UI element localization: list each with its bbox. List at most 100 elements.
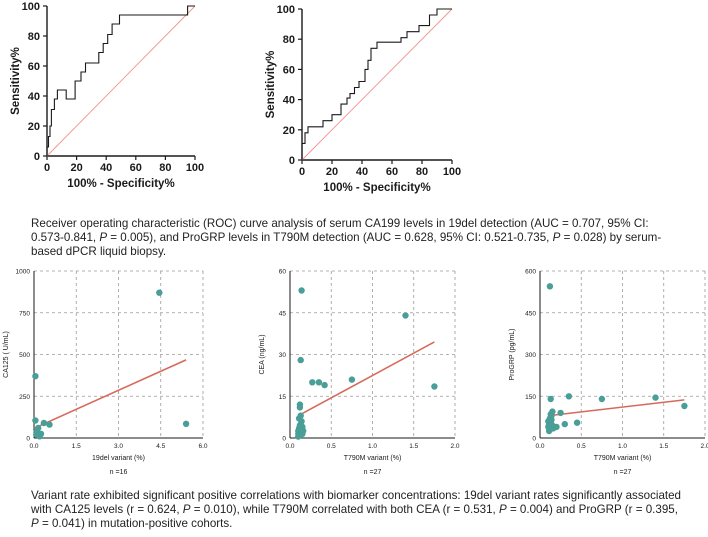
y-axis-label: Sensitivity% <box>265 51 277 119</box>
data-point <box>37 430 45 437</box>
y-tick-label: 0 <box>289 155 295 167</box>
x-tick-label: 6.0 <box>198 443 207 450</box>
x-tick-label: 2.0 <box>700 443 708 450</box>
y-axis-label: CEA (ng/mL) <box>259 334 266 374</box>
y-tick-label: 45 <box>279 310 287 317</box>
p-symbol: P <box>99 231 108 245</box>
caption-text: = 0.005), and ProGRP levels in T790M det… <box>107 231 553 245</box>
regression-line <box>33 359 187 430</box>
x-tick-label: 100 <box>186 162 204 174</box>
data-point <box>156 289 163 296</box>
data-point <box>547 411 554 418</box>
x-tick-label: 1.0 <box>368 443 377 450</box>
caption-text: = 0.028) by serum-based dPCR liquid biop… <box>31 231 662 259</box>
data-point <box>297 356 304 364</box>
roc-curve <box>301 8 452 160</box>
x-tick-label: 80 <box>159 162 171 174</box>
data-point <box>315 379 323 386</box>
y-axis-label: ProGRP (pg/mL) <box>509 329 516 381</box>
regression-line <box>548 399 685 417</box>
y-tick-label: 60 <box>28 61 40 73</box>
data-point <box>547 395 554 403</box>
data-point <box>182 420 190 427</box>
y-tick-label: 60 <box>279 269 287 276</box>
data-point <box>296 401 304 408</box>
y-tick-label: 100 <box>277 4 295 16</box>
roc-curve <box>46 5 195 156</box>
data-point <box>32 417 39 424</box>
x-tick-label: 40 <box>356 166 368 178</box>
x-tick-label: 2.0 <box>450 443 459 450</box>
data-point <box>402 312 409 319</box>
y-tick-label: 80 <box>283 34 295 46</box>
x-tick-label: 0 <box>44 162 50 174</box>
n-label: n =27 <box>614 469 632 476</box>
x-tick-label: 0.5 <box>577 443 586 450</box>
y-tick-label: 450 <box>525 310 536 317</box>
data-point <box>46 421 53 428</box>
x-axis-label: T790M variant (%) <box>344 455 402 462</box>
y-tick-label: 0 <box>34 151 40 163</box>
data-point <box>299 426 306 433</box>
n-label: n =27 <box>364 469 382 476</box>
caption-text: = 0.041) in mutation-positive cohorts. <box>38 517 233 531</box>
x-tick-label: 0.0 <box>285 443 294 450</box>
x-tick-label: 60 <box>130 162 142 174</box>
y-tick-label: 15 <box>279 394 287 401</box>
data-point <box>348 376 356 383</box>
x-tick-label: 0.0 <box>29 443 38 450</box>
x-tick-label: 0.5 <box>327 443 336 450</box>
y-tick-label: 600 <box>525 269 536 276</box>
p-symbol: P <box>31 517 39 531</box>
x-tick-label: 20 <box>70 162 82 174</box>
caption-text: Receiver operating characteristic (ROC) … <box>31 217 649 245</box>
x-axis-label: T790M variant (%) <box>594 455 652 462</box>
y-tick-label: 80 <box>28 31 40 43</box>
y-tick-label: 1000 <box>16 269 31 276</box>
y-axis-label: CA125 ( U/mL) <box>3 331 10 378</box>
data-point <box>32 373 39 380</box>
variant-caption: Variant rate exhibited significant posit… <box>31 489 681 532</box>
y-tick-label: 40 <box>28 91 40 103</box>
x-axis-label: 100% - Specificity% <box>323 182 430 194</box>
y-tick-label: 20 <box>28 121 40 133</box>
x-tick-label: 0.0 <box>535 443 544 450</box>
p-symbol: P <box>182 503 191 517</box>
p-symbol: P <box>552 231 561 245</box>
x-tick-label: 1.5 <box>72 443 81 450</box>
x-tick-label: 1.5 <box>659 443 668 450</box>
caption-text: = 0.004) and ProGRP (r = 0.395, <box>506 503 678 517</box>
data-point <box>431 383 438 390</box>
y-axis-label: Sensitivity% <box>10 47 22 115</box>
y-tick-label: 750 <box>19 310 30 317</box>
x-tick-label: 20 <box>326 166 338 178</box>
data-point <box>565 393 573 400</box>
data-point <box>321 381 328 389</box>
y-tick-label: 30 <box>279 352 287 359</box>
caption-text: = 0.010), while T790M correlated with bo… <box>190 503 499 517</box>
x-tick-label: 1.0 <box>618 443 627 450</box>
data-point <box>652 394 659 401</box>
y-tick-label: 60 <box>283 64 295 76</box>
p-symbol: P <box>498 503 507 517</box>
data-point <box>40 419 48 427</box>
y-tick-label: 0 <box>26 436 30 443</box>
x-tick-label: 40 <box>100 162 112 174</box>
data-point <box>553 423 560 431</box>
data-point <box>561 420 568 428</box>
data-point <box>298 287 305 294</box>
data-point <box>548 416 555 424</box>
data-point <box>681 402 688 410</box>
data-point <box>598 395 606 403</box>
caption-text: Variant rate exhibited significant posit… <box>31 489 682 517</box>
data-point <box>309 379 316 386</box>
roc-caption: Receiver operating characteristic (ROC) … <box>31 217 681 260</box>
y-tick-label: 300 <box>525 352 536 359</box>
x-tick-label: 1.5 <box>409 443 418 450</box>
y-tick-label: 250 <box>19 394 30 401</box>
y-tick-label: 20 <box>283 125 295 137</box>
